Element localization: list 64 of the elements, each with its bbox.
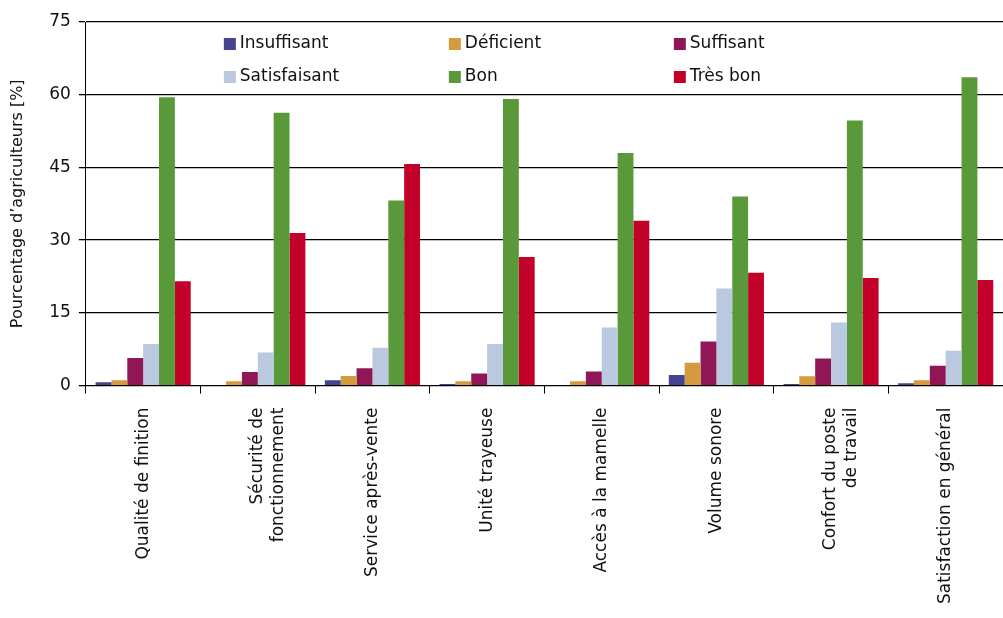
bar: [846, 120, 863, 385]
bar: [862, 277, 879, 385]
x-tick-label: Satisfaction en général: [934, 407, 955, 604]
bar: [95, 382, 112, 385]
bar: [518, 257, 535, 385]
bar: [570, 381, 586, 385]
x-tick-label: Sécurité de fonctionnement: [246, 407, 287, 543]
x-tick-label: Service après-vente: [360, 407, 381, 578]
bar: [471, 373, 488, 385]
bar: [945, 350, 962, 385]
legend-label: Satisfaisant: [239, 65, 340, 86]
bar: [601, 327, 618, 385]
bar: [716, 288, 733, 385]
bar: [289, 232, 306, 385]
bar: [127, 357, 144, 385]
bar: [961, 77, 978, 385]
x-tick-label: Volume sonore: [704, 407, 725, 534]
bar: [684, 362, 701, 385]
y-tick-label: 60: [49, 83, 71, 104]
bar: [977, 279, 994, 385]
legend-label: Déficient: [464, 32, 542, 53]
bar: [324, 380, 341, 385]
bar: [159, 97, 175, 385]
bar: [257, 352, 274, 385]
bar: [502, 99, 519, 385]
bar: [913, 380, 930, 385]
legend-label: Très bon: [688, 65, 762, 86]
y-tick-label: 15: [49, 301, 71, 322]
y-tick-label: 45: [49, 155, 71, 176]
bar: [111, 380, 128, 385]
bar: [732, 196, 749, 385]
bar: [633, 220, 650, 385]
y-tick-label: 0: [60, 374, 71, 394]
bar: [668, 374, 685, 385]
x-tick-label: Confort du poste de travail: [819, 407, 860, 551]
bar: [700, 341, 717, 385]
legend-label: Bon: [464, 65, 498, 86]
bar: [226, 381, 242, 385]
bar: [241, 372, 258, 385]
bar: [815, 358, 832, 385]
bar: [388, 200, 405, 385]
x-tick-label: Accès à la mamelle: [590, 407, 611, 573]
x-tick-label: Unité trayeuse: [475, 407, 496, 533]
legend-label: Suffisant: [689, 32, 765, 53]
bar: [404, 164, 421, 385]
y-tick-label: 75: [49, 10, 71, 31]
y-tick-label: 30: [49, 228, 71, 249]
x-tick-label: Qualité de finition: [131, 407, 152, 560]
bar: [372, 347, 389, 385]
bar: [929, 365, 946, 385]
bar: [356, 368, 373, 385]
bar: [748, 272, 764, 385]
bar: [799, 376, 816, 385]
bar: [273, 112, 290, 385]
bar: [340, 375, 357, 385]
bar: [174, 281, 191, 385]
bar: [617, 152, 634, 385]
bar: [831, 322, 847, 385]
y-axis-title: Pourcentage d’agriculteurs [%]: [6, 79, 26, 329]
bar: [143, 343, 160, 385]
bar: [455, 381, 472, 385]
bar: [487, 343, 503, 385]
bar: [585, 371, 602, 385]
legend-label: Insuffisant: [239, 32, 329, 53]
